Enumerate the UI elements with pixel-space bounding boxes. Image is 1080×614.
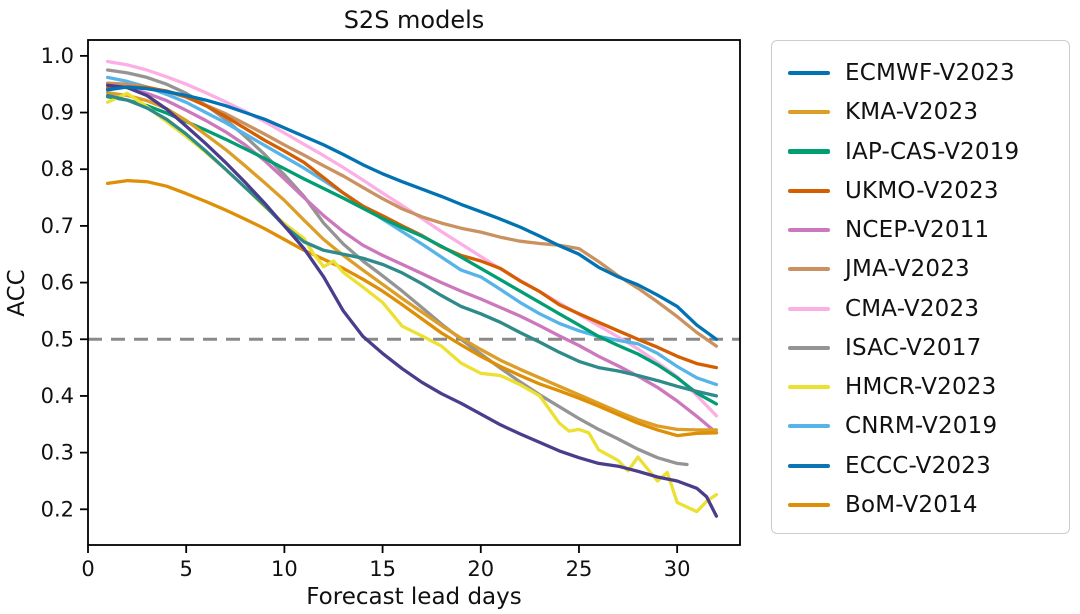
legend-item: ISAC-V2017 xyxy=(788,330,1051,366)
legend-swatch xyxy=(788,345,830,350)
y-tick-label: 0.8 xyxy=(41,157,74,181)
legend-item: KMA-V2023 xyxy=(788,94,1051,130)
chart-legend: ECMWF-V2023 KMA-V2023 IAP-CAS-V2019 UKMO-V2… xyxy=(771,40,1070,534)
y-tick-label: 0.9 xyxy=(41,101,74,125)
legend-label: CNRM-V2019 xyxy=(845,413,998,440)
legend-label: IAP-CAS-V2019 xyxy=(845,138,1020,165)
plot-area: 0 5 10 15 20 25 30 1.0 0.9 0.8 0.7 0.6 0.5 0.4 0.3 0.2 xyxy=(41,39,741,581)
legend-label: ISAC-V2017 xyxy=(845,334,982,361)
legend-label: ECCC-V2023 xyxy=(845,452,991,479)
legend-swatch xyxy=(788,306,830,311)
axes-frame xyxy=(87,39,741,546)
legend-label: BoM-V2014 xyxy=(845,491,978,518)
legend-item: UKMO-V2023 xyxy=(788,173,1051,209)
legend-label: CMA-V2023 xyxy=(845,295,980,322)
x-tick-label: 5 xyxy=(180,557,193,581)
legend-label: ECMWF-V2023 xyxy=(845,60,1015,86)
y-tick-label: 0.7 xyxy=(41,214,74,238)
x-tick-label: 10 xyxy=(271,557,298,581)
y-axis-label: ACC xyxy=(4,269,30,316)
y-tick-label: 0.2 xyxy=(41,497,74,521)
legend-item: HMCR-V2023 xyxy=(788,369,1051,405)
legend-item: BoM-V2014 xyxy=(788,487,1051,523)
legend-item: IAP-CAS-V2019 xyxy=(788,134,1051,170)
series-line xyxy=(105,91,719,432)
x-axis-label: Forecast lead days xyxy=(306,584,521,610)
x-tick-label: 20 xyxy=(467,557,494,581)
series-line xyxy=(105,178,719,438)
y-tick-label: 0.3 xyxy=(41,441,74,465)
legend-swatch xyxy=(788,110,830,115)
legend-label: UKMO-V2023 xyxy=(845,177,999,204)
x-tick-label: 0 xyxy=(81,557,94,581)
chart-title: S2S models xyxy=(344,6,485,34)
y-tick-label: 0.5 xyxy=(41,327,74,351)
series-line xyxy=(105,75,719,387)
legend-swatch xyxy=(788,70,830,76)
y-tick-label: 0.4 xyxy=(41,384,74,408)
legend-swatch xyxy=(788,267,830,272)
legend-swatch xyxy=(788,502,830,508)
series-line xyxy=(105,83,719,518)
x-tick-label: 15 xyxy=(369,557,396,581)
series-line xyxy=(105,93,719,398)
legend-label: HMCR-V2023 xyxy=(845,374,997,401)
legend-item: CNRM-V2019 xyxy=(788,408,1051,444)
series-line xyxy=(105,83,719,435)
legend-swatch xyxy=(788,385,830,390)
legend-item: CMA-V2023 xyxy=(788,291,1051,327)
series-line xyxy=(105,85,719,341)
legend-swatch xyxy=(788,424,830,429)
y-tick-label: 1.0 xyxy=(41,44,74,68)
legend-swatch xyxy=(788,463,830,468)
legend-swatch xyxy=(788,227,830,233)
legend-label: JMA-V2023 xyxy=(845,256,970,283)
legend-swatch xyxy=(788,149,830,154)
legend-label: KMA-V2023 xyxy=(845,99,979,126)
legend-swatch xyxy=(788,188,830,193)
legend-item: NCEP-V2011 xyxy=(788,212,1051,248)
x-tick-label: 30 xyxy=(664,557,691,581)
legend-label: NCEP-V2011 xyxy=(845,217,990,244)
legend-item: ECCC-V2023 xyxy=(788,448,1051,484)
y-tick-label: 0.6 xyxy=(41,271,74,295)
legend-item: JMA-V2023 xyxy=(788,251,1051,287)
legend-item: ECMWF-V2023 xyxy=(788,55,1051,91)
x-tick-label: 25 xyxy=(566,557,593,581)
series-line xyxy=(105,91,719,514)
series-line xyxy=(105,95,719,406)
